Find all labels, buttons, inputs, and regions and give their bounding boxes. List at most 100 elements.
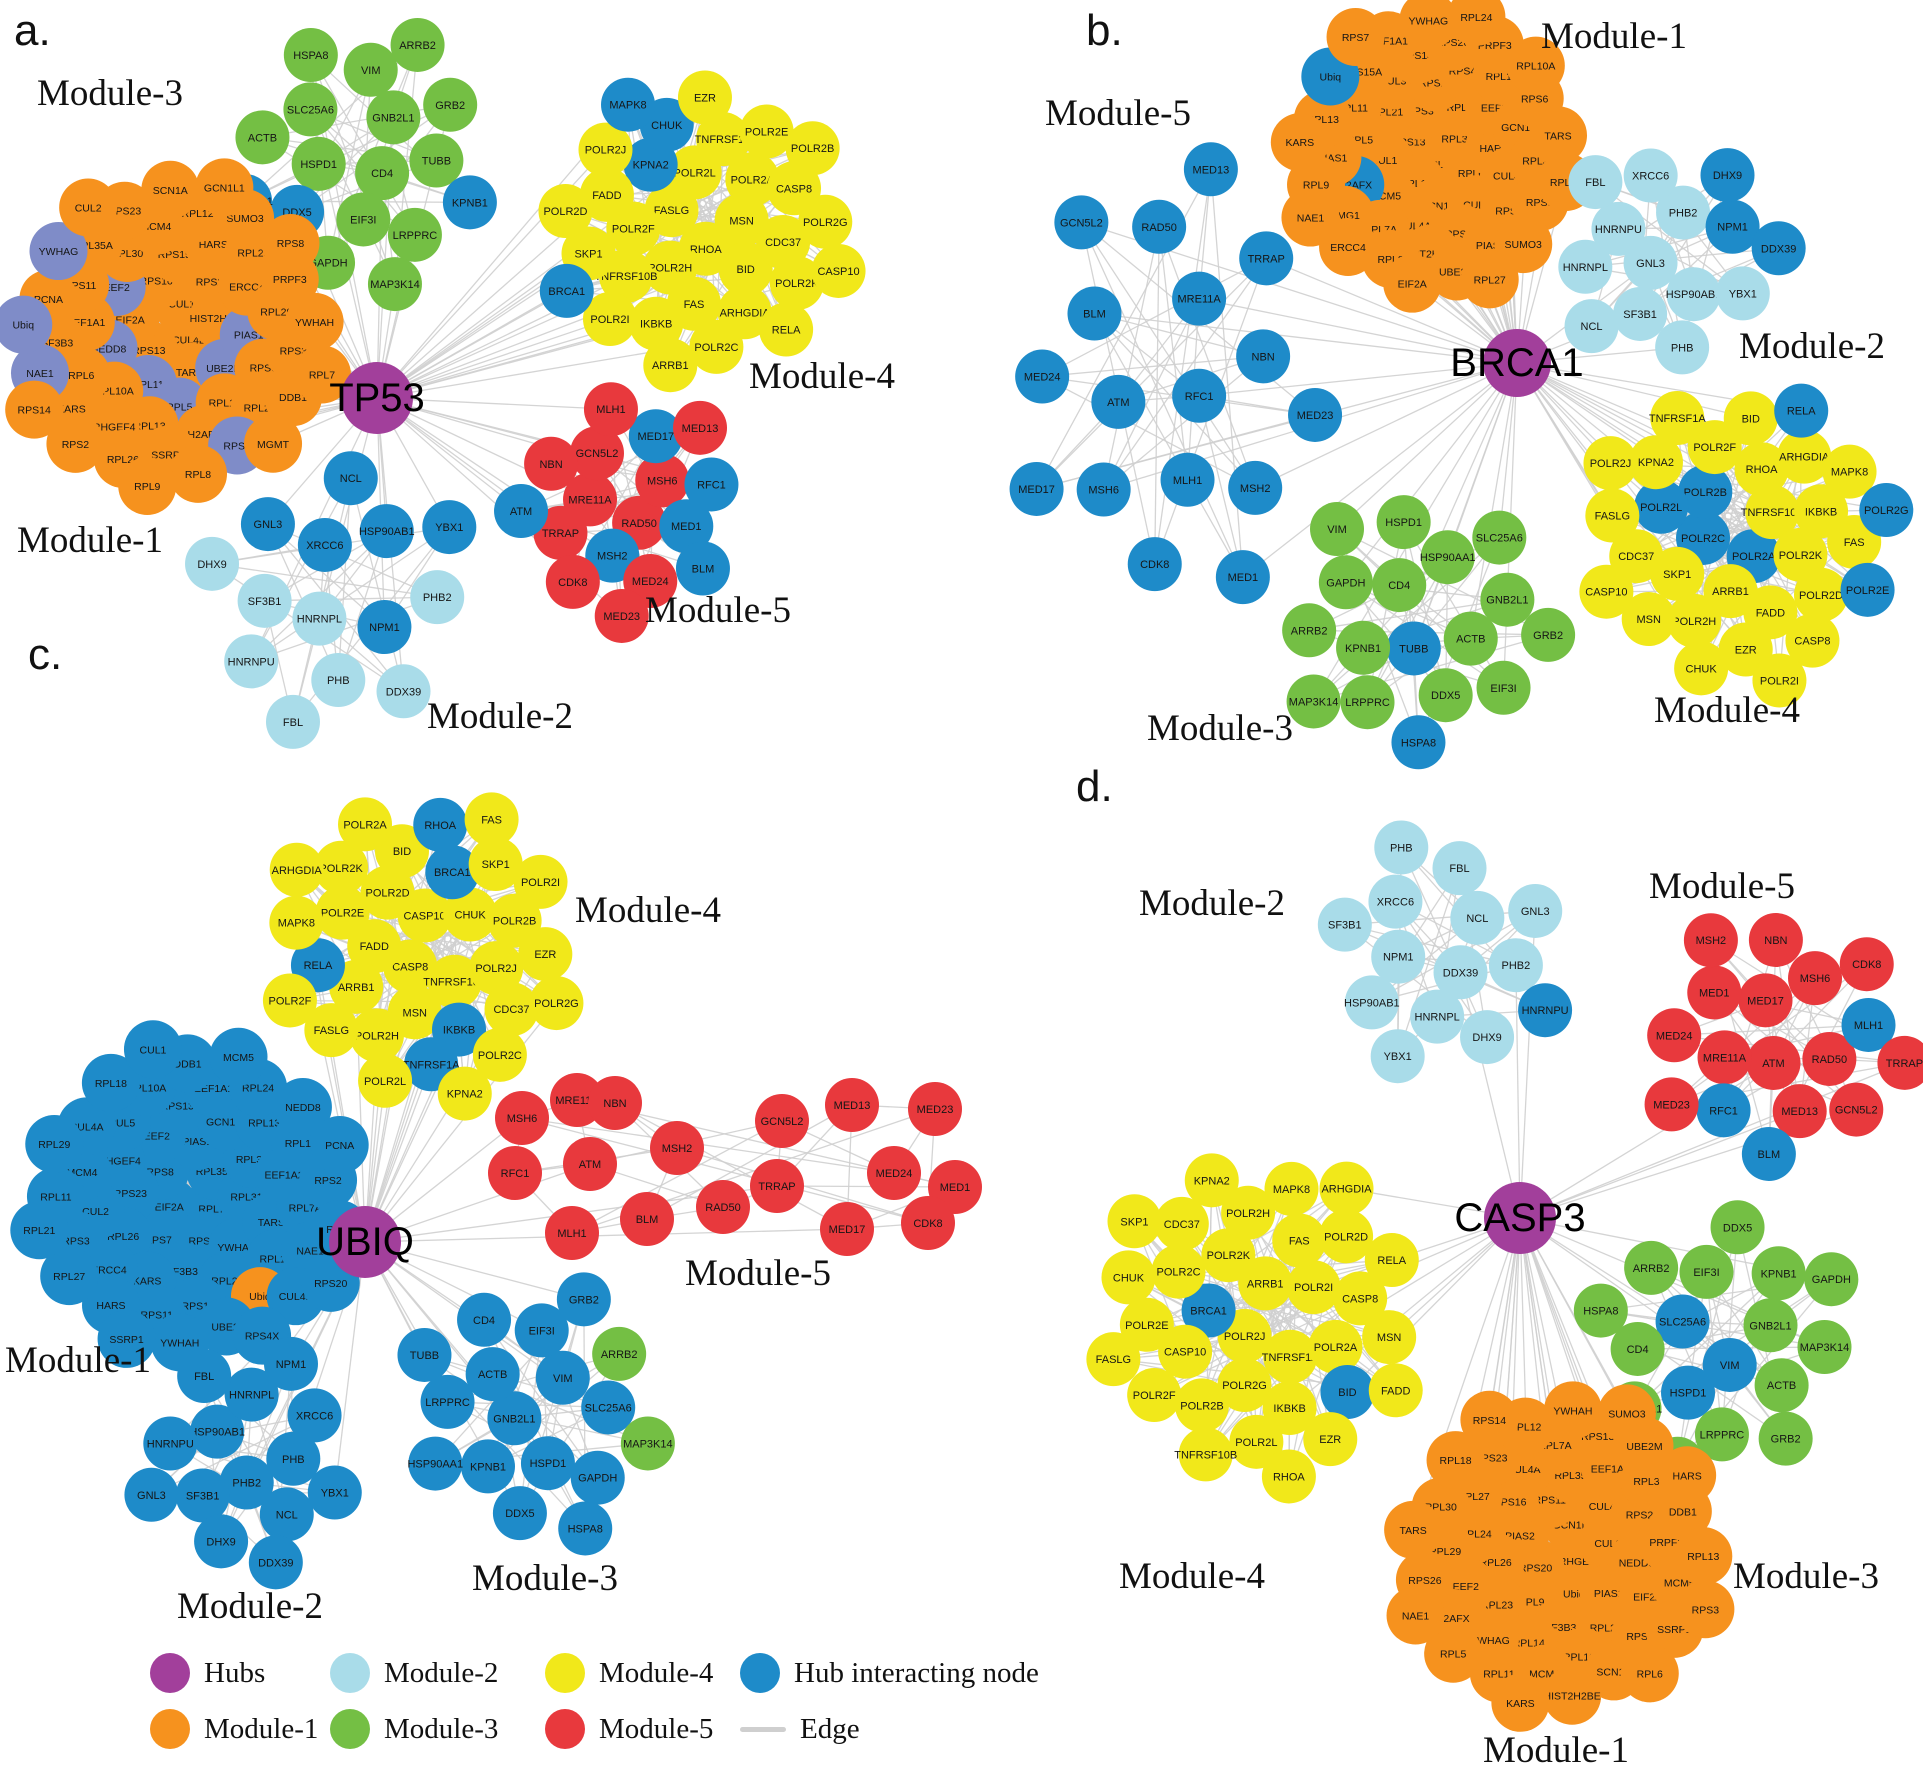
node-MSH2[interactable] — [1228, 460, 1283, 515]
node-ARHGDIA[interactable] — [1319, 1161, 1374, 1216]
node-KPNA2[interactable] — [437, 1066, 492, 1121]
node-KPNB1[interactable] — [1336, 620, 1391, 675]
node-POLR2F[interactable] — [1127, 1368, 1182, 1423]
node-GNB2L1[interactable] — [1743, 1298, 1798, 1353]
node-MED1[interactable] — [1215, 550, 1270, 605]
node-TNFRSF1A[interactable] — [1650, 391, 1705, 446]
node-POLR2B[interactable] — [1678, 464, 1733, 519]
node-LRPPRC[interactable] — [387, 207, 442, 262]
node-MGMT[interactable] — [244, 414, 303, 473]
node-POLR2G[interactable] — [1859, 483, 1914, 538]
node-NPM1[interactable] — [263, 1336, 318, 1391]
node-Ubiq[interactable] — [0, 295, 53, 354]
node-PHB2[interactable] — [1656, 185, 1711, 240]
node-CDC37[interactable] — [756, 214, 811, 269]
node-RPL5[interactable] — [1424, 1624, 1483, 1683]
node-MED1[interactable] — [659, 499, 714, 554]
node-GCN5L2[interactable] — [569, 426, 624, 481]
node-POLR2A[interactable] — [338, 797, 393, 852]
node-MLH1[interactable] — [583, 382, 638, 437]
node-RPL27[interactable] — [40, 1247, 99, 1306]
node-RPL9[interactable] — [118, 457, 177, 516]
node-NBN[interactable] — [1748, 912, 1803, 967]
node-HNRNPU[interactable] — [143, 1416, 198, 1471]
node-HNRNPU[interactable] — [1518, 983, 1573, 1038]
node-KARS[interactable] — [1270, 113, 1329, 172]
node-TRRAP[interactable] — [750, 1159, 804, 1213]
node-GRB2[interactable] — [556, 1272, 611, 1327]
node-HSPA8[interactable] — [1573, 1283, 1628, 1338]
node-MSN[interactable] — [714, 193, 769, 248]
node-POLR2I[interactable] — [1286, 1260, 1341, 1315]
node-VIM[interactable] — [535, 1350, 590, 1405]
node-NCL[interactable] — [259, 1487, 314, 1542]
node-CHUK[interactable] — [1674, 641, 1729, 696]
node-MAPK8[interactable] — [1822, 444, 1877, 499]
node-MLH1[interactable] — [1160, 452, 1215, 507]
node-EIF3I[interactable] — [514, 1303, 569, 1358]
node-YBX1[interactable] — [307, 1465, 362, 1520]
node-ARHGDIA[interactable] — [1777, 429, 1832, 484]
node-RPL27[interactable] — [1460, 250, 1519, 309]
node-ATM[interactable] — [1746, 1035, 1801, 1090]
node-HSP90AB1[interactable] — [190, 1404, 245, 1459]
node-POLR2D[interactable] — [1793, 567, 1848, 622]
node-YWHAG[interactable] — [1399, 0, 1458, 50]
node-VIM[interactable] — [1702, 1337, 1757, 1392]
node-POLR2E[interactable] — [1119, 1297, 1174, 1352]
node-HARS[interactable] — [1658, 1446, 1717, 1505]
node-LRPPRC[interactable] — [420, 1374, 475, 1429]
node-NBN[interactable] — [524, 436, 579, 491]
node-RFC1[interactable] — [488, 1146, 542, 1200]
node-MED17[interactable] — [820, 1202, 874, 1256]
node-HSPD1[interactable] — [520, 1436, 575, 1491]
node-XRCC6[interactable] — [297, 517, 352, 572]
node-YWHAH[interactable] — [1543, 1381, 1602, 1440]
node-LRPPRC[interactable] — [1340, 675, 1395, 730]
node-KPNA2[interactable] — [1628, 435, 1683, 490]
node-CUL2[interactable] — [59, 178, 118, 237]
node-BLM[interactable] — [675, 541, 730, 596]
node-POLR2G[interactable] — [529, 976, 584, 1031]
node-PHB2[interactable] — [219, 1455, 274, 1510]
node-NCL[interactable] — [1450, 890, 1505, 945]
node-POLR2F[interactable] — [262, 973, 317, 1028]
node-POLR2C[interactable] — [1151, 1244, 1206, 1299]
node-EIF3I[interactable] — [1679, 1244, 1734, 1299]
node-SKP1[interactable] — [1650, 546, 1705, 601]
node-RHOA[interactable] — [1261, 1449, 1316, 1504]
node-RPL18[interactable] — [81, 1053, 140, 1112]
node-SF3B1[interactable] — [175, 1468, 230, 1523]
node-MED23[interactable] — [594, 588, 649, 643]
node-TRRAP[interactable] — [533, 505, 588, 560]
node-GNB2L1[interactable] — [366, 90, 421, 145]
node-SLC25A6[interactable] — [283, 82, 338, 137]
node-CDK8[interactable] — [1839, 937, 1894, 992]
node-POLR2J[interactable] — [578, 122, 633, 177]
node-ATM[interactable] — [1091, 374, 1146, 429]
node-DDX5[interactable] — [1418, 668, 1473, 723]
node-FADD[interactable] — [347, 919, 402, 974]
node-GNB2L1[interactable] — [1480, 572, 1535, 627]
node-HSP90AA1[interactable] — [1420, 530, 1475, 585]
node-HSPA8[interactable] — [283, 28, 338, 83]
node-RFC1[interactable] — [1696, 1083, 1751, 1138]
node-FAS[interactable] — [464, 792, 519, 847]
node-CUL1[interactable] — [123, 1020, 182, 1079]
node-POLR2C[interactable] — [689, 319, 744, 374]
node-FADD[interactable] — [579, 167, 634, 222]
node-MED24[interactable] — [1647, 1008, 1702, 1063]
node-KPNB1[interactable] — [1751, 1246, 1806, 1301]
node-MSH2[interactable] — [585, 528, 640, 583]
node-CDK8[interactable] — [1127, 537, 1182, 592]
node-CHUK[interactable] — [443, 887, 498, 942]
node-RFC1[interactable] — [684, 457, 739, 512]
node-POLR2I[interactable] — [513, 854, 568, 909]
node-TNFRSF10B[interactable] — [427, 954, 482, 1009]
hub-TP53[interactable] — [341, 362, 413, 434]
node-MRE11A[interactable] — [1172, 271, 1227, 326]
node-GCN5L2[interactable] — [1829, 1082, 1884, 1137]
node-MED24[interactable] — [867, 1146, 921, 1200]
node-ACTB[interactable] — [465, 1347, 520, 1402]
node-GNL3[interactable] — [1508, 883, 1563, 938]
